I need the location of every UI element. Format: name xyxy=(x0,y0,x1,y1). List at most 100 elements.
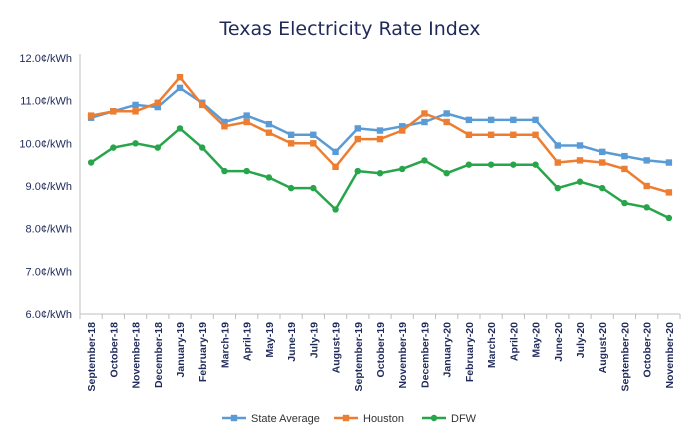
data-point xyxy=(310,184,317,192)
data-point xyxy=(154,103,161,111)
data-point xyxy=(554,142,561,149)
data-point xyxy=(287,184,295,192)
series-state-average xyxy=(87,84,673,166)
data-point xyxy=(376,135,384,143)
data-point xyxy=(510,161,517,168)
y-tick-label: 6.0¢/kWh xyxy=(26,309,72,321)
x-tick-label: October-18 xyxy=(108,322,120,378)
data-point xyxy=(176,84,184,92)
data-point xyxy=(199,101,206,109)
x-tick-label: February-19 xyxy=(197,322,209,382)
data-point xyxy=(421,118,428,126)
chart-title: Texas Electricity Rate Index xyxy=(219,18,481,40)
legend-marker xyxy=(430,414,438,422)
legend-item: DFW xyxy=(422,413,477,425)
data-point xyxy=(332,148,339,156)
x-tick-label: June-19 xyxy=(286,322,298,362)
data-point xyxy=(132,140,139,147)
data-point xyxy=(399,165,406,173)
data-point xyxy=(287,140,295,147)
data-point xyxy=(221,167,228,175)
legend-label: Houston xyxy=(363,413,404,425)
data-point xyxy=(665,214,673,222)
x-tick-label: October-19 xyxy=(375,322,387,378)
y-tick-label: 9.0¢/kWh xyxy=(26,181,72,193)
data-point xyxy=(243,167,250,175)
data-point xyxy=(87,112,95,119)
data-point xyxy=(465,116,473,124)
x-tick-label: November-20 xyxy=(664,322,676,389)
legend-item: Houston xyxy=(334,413,404,425)
legend-marker xyxy=(342,414,350,422)
series-layer xyxy=(87,74,673,222)
axes: 6.0¢/kWh 7.0¢/kWh 8.0¢/kWh 9.0¢/kWh 10.0¢/kW… xyxy=(19,53,681,392)
data-point xyxy=(221,123,228,130)
data-point xyxy=(621,165,628,173)
data-point xyxy=(576,178,584,185)
data-point xyxy=(487,131,495,138)
x-tick-label: January-19 xyxy=(175,322,187,378)
data-point xyxy=(176,125,184,132)
x-tick-label: January-20 xyxy=(442,322,454,378)
x-tick-label: April-19 xyxy=(242,322,254,361)
x-tick-label: October-20 xyxy=(642,322,654,378)
data-point xyxy=(576,142,584,149)
data-point xyxy=(510,116,517,124)
data-point xyxy=(176,74,184,81)
data-point xyxy=(265,120,273,128)
x-tick-label: February-20 xyxy=(464,322,476,382)
data-point xyxy=(421,110,428,117)
data-point xyxy=(332,163,339,170)
series-houston xyxy=(87,74,673,196)
legend-label: DFW xyxy=(451,413,477,425)
legend-item: State Average xyxy=(222,413,320,425)
data-point xyxy=(265,174,273,181)
data-point xyxy=(132,101,139,109)
data-point xyxy=(532,161,539,168)
x-tick-label: November-19 xyxy=(397,322,409,389)
data-point xyxy=(643,182,650,190)
data-point xyxy=(421,157,428,164)
data-point xyxy=(465,131,473,138)
data-point xyxy=(221,118,228,126)
data-point xyxy=(443,118,450,126)
data-point xyxy=(487,161,495,168)
data-point xyxy=(310,140,317,147)
data-point xyxy=(576,157,584,164)
x-tick-label: July-20 xyxy=(575,322,587,358)
x-tick-label: December-19 xyxy=(419,322,431,388)
data-point xyxy=(287,131,295,138)
data-point xyxy=(643,157,650,164)
data-point xyxy=(621,199,628,207)
x-tick-label: August-19 xyxy=(331,322,343,373)
legend-label: State Average xyxy=(251,413,320,425)
data-point xyxy=(354,167,361,175)
data-point xyxy=(243,112,250,119)
x-tick-label: November-18 xyxy=(131,322,143,389)
x-tick-label: May-19 xyxy=(264,322,276,358)
x-tick-label: July-19 xyxy=(308,322,320,358)
y-tick-label: 11.0¢/kWh xyxy=(20,96,72,108)
data-point xyxy=(354,125,361,132)
data-point xyxy=(154,99,161,106)
data-point xyxy=(399,127,406,134)
data-point xyxy=(110,144,117,151)
data-point xyxy=(399,123,406,130)
data-point xyxy=(443,170,450,177)
data-point xyxy=(599,184,606,192)
data-point xyxy=(310,131,317,138)
data-point xyxy=(199,144,206,151)
data-point xyxy=(599,159,606,166)
legend-marker xyxy=(230,414,238,422)
data-point xyxy=(376,170,384,177)
x-tick-label: March-20 xyxy=(486,322,498,368)
data-point xyxy=(599,148,606,156)
x-tick-label: August-20 xyxy=(597,322,609,373)
legend: State Average Houston DFW xyxy=(222,413,477,425)
x-tick-label: September-20 xyxy=(619,322,631,392)
data-point xyxy=(554,184,561,192)
data-point xyxy=(532,131,539,138)
data-point xyxy=(87,159,95,166)
